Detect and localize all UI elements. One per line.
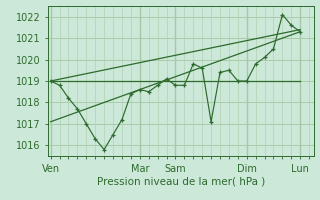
X-axis label: Pression niveau de la mer( hPa ): Pression niveau de la mer( hPa ) bbox=[97, 176, 265, 186]
